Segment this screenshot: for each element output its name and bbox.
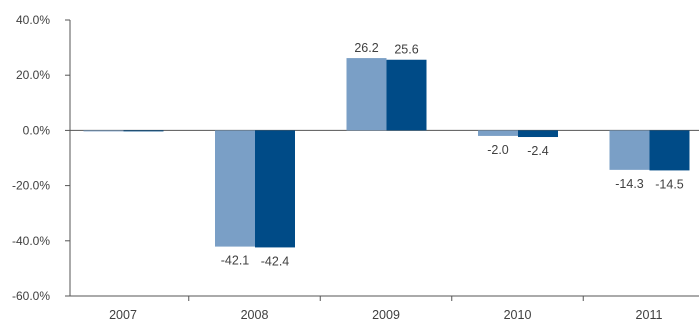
y-tick-label: -40.0% xyxy=(12,234,50,248)
x-tick-label: 2007 xyxy=(109,308,137,321)
data-label: 25.6 xyxy=(394,43,418,57)
data-label: -42.1 xyxy=(221,254,250,268)
data-label: -42.4 xyxy=(261,254,290,268)
bar-series-1 xyxy=(609,130,650,170)
y-tick-label: 20.0% xyxy=(16,68,50,82)
data-label: -14.3 xyxy=(615,177,644,191)
bar-series-2 xyxy=(386,59,427,131)
bar-series-1 xyxy=(346,58,387,131)
x-tick-label: 2008 xyxy=(241,308,269,321)
data-label: -14.5 xyxy=(655,177,684,191)
bar-series-2 xyxy=(123,130,164,132)
x-tick-label: 2009 xyxy=(372,308,400,321)
data-labels: -42.1 26.2 -2.0 -14.3 -42.4 25.6 -2.4 -14.5 xyxy=(221,41,684,268)
bar-series-2 xyxy=(255,130,295,248)
bar-series-2 xyxy=(649,130,690,171)
y-tick-label: -60.0% xyxy=(12,289,50,303)
bar-series-1 xyxy=(478,130,518,136)
bar-series-1 xyxy=(215,130,255,247)
y-tick-label: 0.0% xyxy=(23,123,51,137)
y-tick-label: -20.0% xyxy=(12,179,50,193)
bars xyxy=(83,58,690,248)
data-label: -2.4 xyxy=(527,144,549,158)
data-label: -2.0 xyxy=(487,143,509,157)
x-tick-label: 2010 xyxy=(504,308,532,321)
data-label: 26.2 xyxy=(354,41,378,55)
bar-series-1 xyxy=(83,130,124,132)
y-tick-label: 40.0% xyxy=(16,13,50,27)
x-tick-label: 2011 xyxy=(636,308,663,321)
bar-series-2 xyxy=(518,130,558,138)
